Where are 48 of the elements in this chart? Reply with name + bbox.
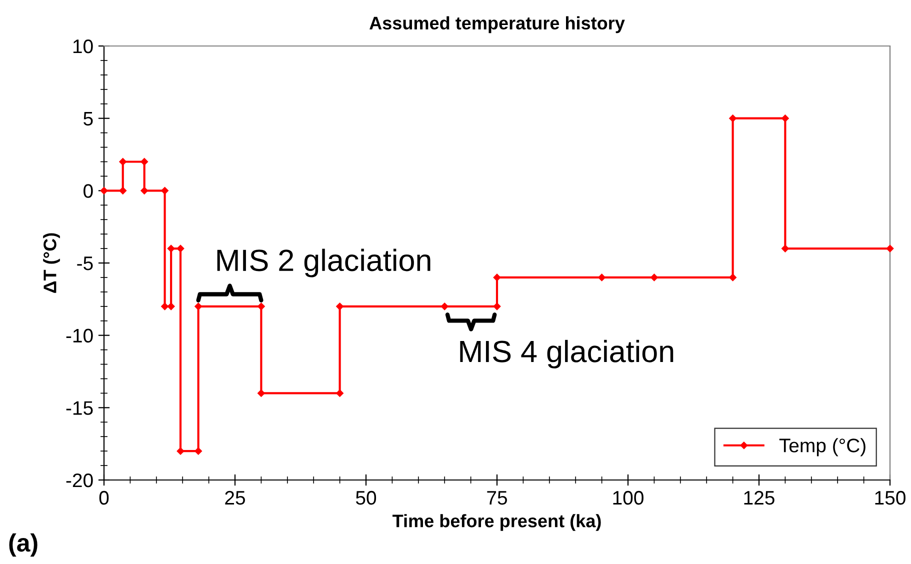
point bbox=[167, 302, 175, 310]
annotation: MIS 2 glaciation bbox=[217, 248, 430, 278]
point bbox=[258, 390, 265, 397]
point bbox=[729, 114, 736, 122]
point bbox=[161, 302, 168, 310]
point bbox=[598, 274, 606, 282]
point bbox=[119, 187, 127, 194]
point bbox=[140, 187, 148, 194]
x-axis-title: Time before present (ka) bbox=[392, 514, 601, 531]
point bbox=[119, 158, 127, 166]
chart-title: Assumed temperature history bbox=[370, 16, 625, 34]
point bbox=[729, 274, 736, 282]
y-axis-title: ΔT (°C) bbox=[43, 233, 60, 293]
x-tick-label: 150 bbox=[875, 490, 906, 505]
x-tick-label: 0 bbox=[99, 490, 109, 505]
x-tick-label: 75 bbox=[487, 491, 507, 505]
point bbox=[176, 244, 184, 252]
point bbox=[161, 187, 168, 194]
point bbox=[782, 244, 789, 252]
x-tick-label: 25 bbox=[225, 490, 245, 505]
y-tick-label: -5 bbox=[77, 256, 93, 270]
point bbox=[336, 302, 344, 310]
y-tick-label: -20 bbox=[66, 473, 93, 488]
y-tick-label: 0 bbox=[84, 184, 93, 198]
y-tick-label: 10 bbox=[73, 39, 93, 54]
y-tick-label: -10 bbox=[66, 328, 93, 343]
point bbox=[194, 302, 202, 310]
point bbox=[176, 447, 184, 455]
point bbox=[493, 302, 501, 310]
point bbox=[194, 447, 202, 455]
point bbox=[100, 187, 108, 194]
y-tick-label: 5 bbox=[84, 112, 93, 126]
point bbox=[167, 244, 175, 252]
text: (a) bbox=[9, 533, 38, 557]
point bbox=[886, 244, 894, 252]
point bbox=[440, 302, 448, 310]
legend-label: Temp (°C) bbox=[779, 438, 866, 456]
x-tick-label: 50 bbox=[356, 490, 376, 505]
x-tick-label: 125 bbox=[744, 490, 774, 505]
point bbox=[258, 302, 265, 310]
annotation: MIS 4 glaciation bbox=[460, 340, 674, 368]
x-tick-label: 100 bbox=[613, 490, 644, 505]
point bbox=[140, 158, 148, 166]
y-tick-label: -15 bbox=[66, 401, 93, 415]
point bbox=[493, 274, 501, 282]
point bbox=[336, 390, 344, 397]
point bbox=[650, 274, 658, 282]
point bbox=[782, 114, 789, 122]
